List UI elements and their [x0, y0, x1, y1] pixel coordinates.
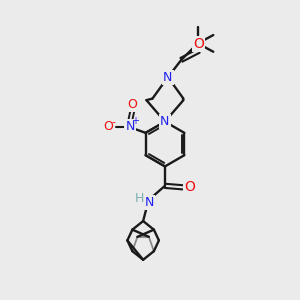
Text: N: N	[125, 120, 135, 134]
Text: O: O	[103, 120, 113, 134]
Text: O: O	[193, 37, 204, 51]
Text: H: H	[134, 192, 144, 205]
Text: -: -	[112, 117, 116, 128]
Text: O: O	[128, 98, 137, 111]
Text: N: N	[145, 196, 154, 209]
Text: N: N	[160, 115, 170, 128]
Text: N: N	[163, 70, 172, 84]
Text: O: O	[184, 180, 195, 194]
Text: +: +	[131, 116, 140, 127]
